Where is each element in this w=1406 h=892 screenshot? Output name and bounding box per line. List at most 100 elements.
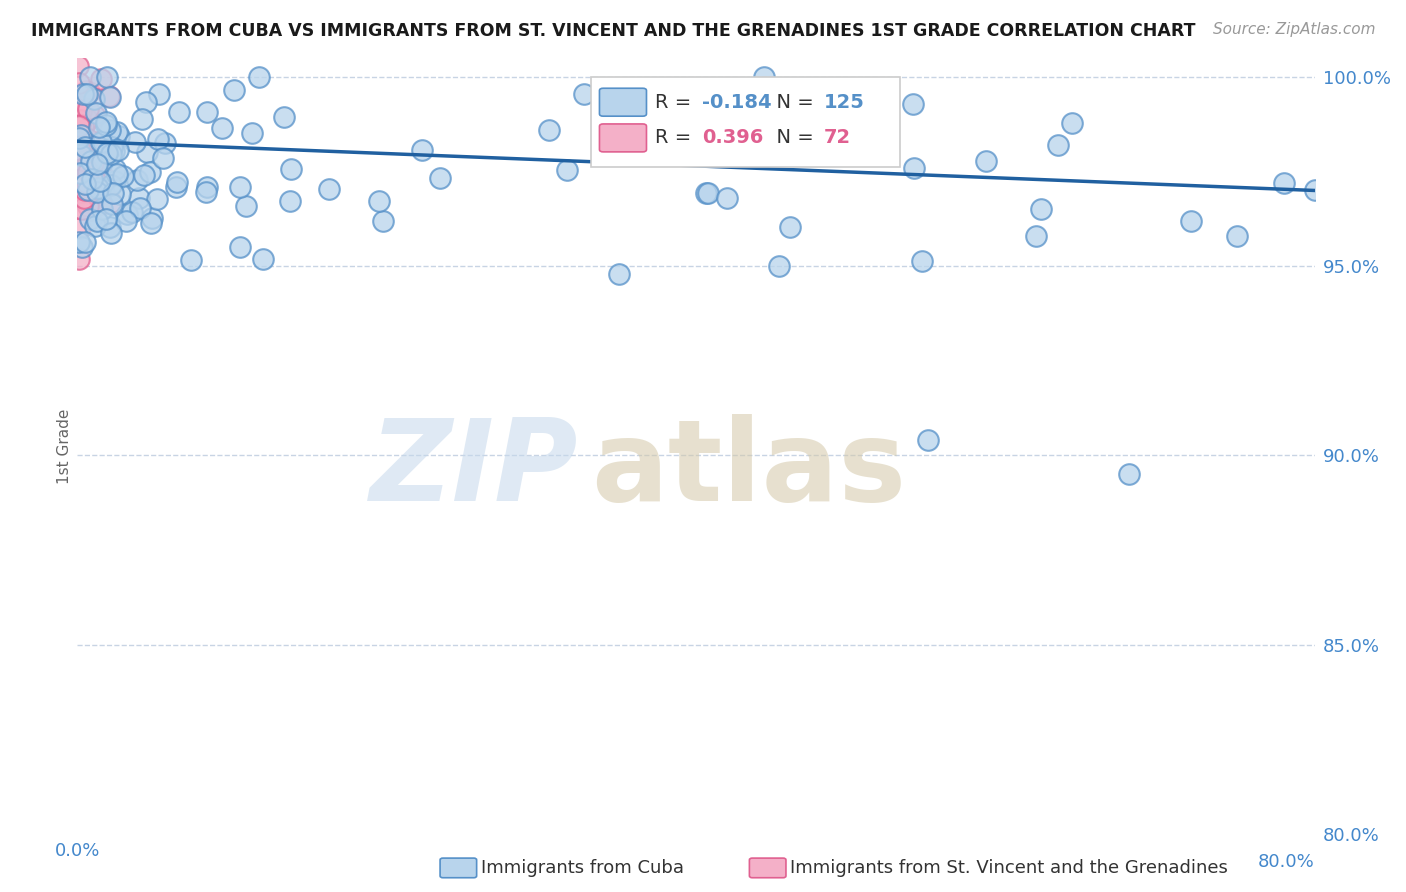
Point: [1272, 176, 1295, 190]
Point: [77, 195, 100, 210]
Point: [696, 186, 718, 200]
Point: [69, 166, 91, 180]
Point: [169, 105, 191, 120]
Point: [100, 147, 122, 161]
Point: [105, 167, 128, 181]
Point: [103, 145, 125, 159]
Point: [69, 143, 91, 157]
FancyBboxPatch shape: [599, 124, 647, 152]
Point: [77, 86, 100, 100]
Text: 0.396: 0.396: [702, 128, 763, 147]
Point: [69, 169, 91, 184]
Text: 80.0%: 80.0%: [1258, 853, 1315, 871]
Point: [79, 186, 101, 200]
Point: [69, 113, 91, 128]
Point: [115, 214, 138, 228]
Point: [73, 177, 96, 191]
Point: [100, 178, 122, 192]
Point: [97, 141, 120, 155]
Point: [135, 95, 157, 110]
Point: [70, 100, 93, 114]
Point: [76, 87, 98, 101]
Point: [247, 70, 270, 84]
Point: [72, 191, 94, 205]
Point: [67, 172, 90, 186]
Point: [1046, 137, 1069, 152]
Point: [752, 70, 775, 84]
Point: [79, 70, 101, 84]
Text: Immigrants from Cuba: Immigrants from Cuba: [481, 859, 683, 877]
Point: [73, 161, 96, 175]
Point: [180, 253, 202, 268]
Text: Immigrants from St. Vincent and the Grenadines: Immigrants from St. Vincent and the Gren…: [790, 859, 1227, 877]
Text: Source: ZipAtlas.com: Source: ZipAtlas.com: [1212, 22, 1375, 37]
Point: [90, 134, 112, 148]
Point: [165, 180, 187, 194]
Point: [849, 121, 872, 136]
Point: [83, 92, 105, 106]
Point: [67, 132, 90, 146]
Point: [67, 171, 90, 186]
Point: [146, 131, 169, 145]
Point: [70, 202, 93, 217]
Point: [80, 171, 103, 186]
Point: [72, 166, 94, 180]
Point: [121, 205, 143, 219]
Point: [197, 180, 219, 194]
Point: [145, 192, 167, 206]
Point: [76, 112, 98, 126]
Point: [69, 144, 91, 158]
Text: 72: 72: [824, 128, 851, 147]
Point: [67, 132, 90, 146]
Point: [90, 135, 112, 149]
Point: [69, 119, 91, 133]
Point: [69, 99, 91, 113]
Point: [115, 207, 138, 221]
Point: [70, 128, 93, 143]
Point: [96, 145, 118, 159]
Point: [96, 70, 118, 85]
Point: [411, 143, 433, 157]
Point: [76, 113, 98, 128]
Text: -0.184: -0.184: [702, 93, 772, 112]
Point: [70, 185, 93, 199]
Point: [278, 194, 301, 209]
Point: [91, 135, 114, 149]
Point: [103, 186, 125, 200]
Point: [69, 123, 91, 137]
Point: [166, 175, 188, 189]
Point: [1060, 116, 1083, 130]
Point: [728, 126, 751, 140]
Point: [98, 90, 121, 104]
Point: [280, 162, 302, 177]
Point: [127, 173, 149, 187]
Point: [537, 123, 560, 137]
Point: [69, 128, 91, 143]
Point: [98, 122, 121, 136]
Point: [67, 136, 90, 150]
Point: [73, 141, 96, 155]
Point: [76, 176, 98, 190]
Point: [77, 135, 100, 149]
Point: [96, 211, 118, 226]
Point: [572, 87, 595, 101]
Point: [82, 156, 104, 170]
Text: R =: R =: [655, 128, 697, 147]
FancyBboxPatch shape: [591, 78, 900, 167]
Point: [124, 135, 146, 149]
Point: [77, 102, 100, 116]
Point: [98, 220, 121, 235]
Point: [83, 219, 105, 233]
Point: [70, 128, 93, 142]
Point: [917, 434, 939, 448]
Point: [228, 240, 250, 254]
Point: [70, 144, 93, 158]
Point: [100, 195, 122, 210]
Point: [872, 134, 894, 148]
Point: [716, 191, 738, 205]
Point: [155, 136, 177, 151]
Point: [89, 197, 111, 211]
Point: [75, 184, 96, 198]
Point: [69, 201, 91, 215]
Point: [195, 104, 218, 119]
